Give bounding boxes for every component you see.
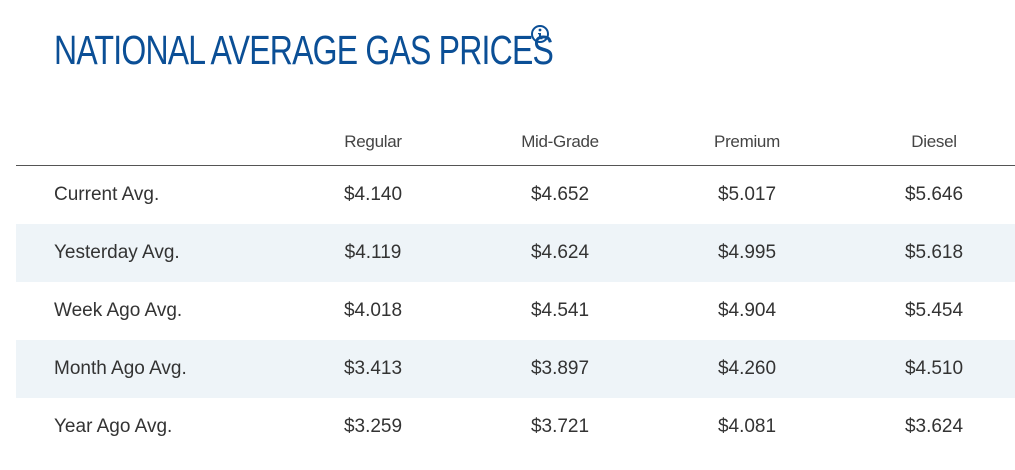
price-cell: $3.624 xyxy=(904,416,964,437)
row-label: Current Avg. xyxy=(54,184,160,205)
info-icon[interactable] xyxy=(531,25,549,43)
price-cell: $3.259 xyxy=(343,416,403,437)
price-cell: $5.618 xyxy=(904,242,964,263)
table-row: Yesterday Avg. $4.119 $4.624 $4.995 $5.6… xyxy=(16,224,1015,282)
price-cell: $4.904 xyxy=(717,300,777,321)
price-cell: $5.646 xyxy=(904,184,964,205)
table-row: Current Avg. $4.140 $4.652 $5.017 $5.646 xyxy=(16,166,1015,224)
price-cell: $3.721 xyxy=(530,416,590,437)
page-header: NATIONAL AVERAGE GAS PRICES xyxy=(54,22,694,78)
price-cell: $4.624 xyxy=(530,242,590,263)
gas-prices-table: Regular Mid-Grade Premium Diesel Current… xyxy=(16,118,1015,456)
column-header-regular: Regular xyxy=(344,131,402,151)
row-label: Month Ago Avg. xyxy=(54,358,187,379)
price-cell: $4.119 xyxy=(344,242,402,263)
price-cell: $5.454 xyxy=(904,300,964,321)
row-label: Week Ago Avg. xyxy=(54,300,183,321)
price-cell: $4.260 xyxy=(717,358,777,379)
price-cell: $4.510 xyxy=(904,358,964,379)
page-title: NATIONAL AVERAGE GAS PRICES xyxy=(54,27,554,73)
price-cell: $4.995 xyxy=(717,242,777,263)
column-header-mid-grade: Mid-Grade xyxy=(521,131,599,151)
row-label: Year Ago Avg. xyxy=(54,416,173,437)
table-row: Year Ago Avg. $3.259 $3.721 $4.081 $3.62… xyxy=(16,398,1015,456)
price-cell: $4.140 xyxy=(343,184,403,205)
table-row: Month Ago Avg. $3.413 $3.897 $4.260 $4.5… xyxy=(16,340,1015,398)
column-header-diesel: Diesel xyxy=(911,131,957,151)
row-label: Yesterday Avg. xyxy=(54,242,180,263)
table-header: Regular Mid-Grade Premium Diesel xyxy=(16,118,1015,166)
price-cell: $3.413 xyxy=(343,358,403,379)
table-row: Week Ago Avg. $4.018 $4.541 $4.904 $5.45… xyxy=(16,282,1015,340)
price-cell: $3.897 xyxy=(530,358,590,379)
price-cell: $4.018 xyxy=(343,300,403,321)
price-cell: $4.541 xyxy=(530,300,590,321)
price-cell: $4.652 xyxy=(530,184,590,205)
price-cell: $5.017 xyxy=(717,184,777,205)
column-header-premium: Premium xyxy=(714,131,780,151)
price-cell: $4.081 xyxy=(717,416,777,437)
